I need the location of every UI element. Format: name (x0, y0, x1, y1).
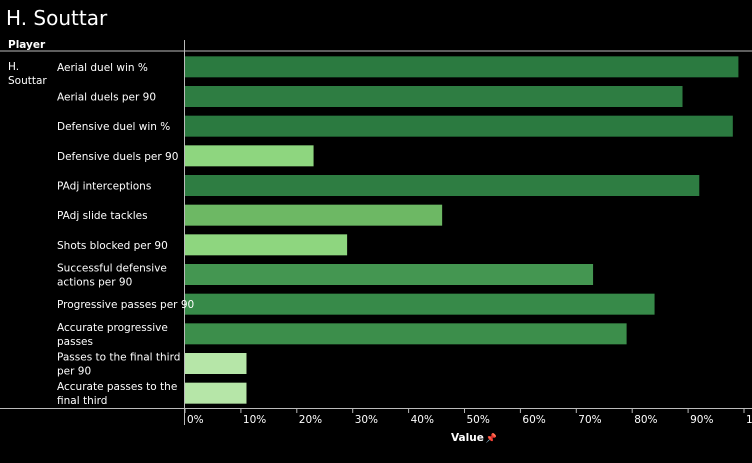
x-tick-label: 60% (522, 414, 545, 426)
x-tick-label: 80% (634, 414, 657, 426)
category-label-line: Accurate passes to the (57, 381, 177, 393)
category-label: Aerial duel win % (57, 62, 148, 74)
x-tick-label: 30% (355, 414, 378, 426)
player-name: H. Souttar (8, 61, 47, 87)
player-column-header[interactable]: Player (8, 39, 46, 51)
bar[interactable] (185, 323, 627, 345)
x-tick-label: 0% (187, 414, 204, 426)
x-axis-title-text: Value (451, 432, 484, 444)
category-label-line: passes (57, 336, 93, 348)
x-tick-label: 100% (746, 414, 752, 426)
category-label-line: Progressive passes per 90 (57, 299, 194, 311)
bar[interactable] (185, 204, 443, 226)
x-tick-label: 10% (243, 414, 266, 426)
category-label-line: Successful defensive (57, 263, 167, 275)
category-label: Accurate progressive passes (57, 322, 168, 348)
category-label-line: Passes to the final third (57, 352, 180, 364)
x-axis-title[interactable]: Value 📌 (451, 432, 497, 444)
x-tick-label: 70% (578, 414, 601, 426)
bar[interactable] (185, 264, 594, 285)
category-label: Passes to the final third per 90 (57, 352, 180, 378)
bar[interactable] (185, 86, 683, 107)
category-label: Defensive duel win % (57, 121, 170, 133)
category-label: Progressive passes per 90 (57, 299, 194, 311)
x-tick-label: 90% (690, 414, 713, 426)
category-label-line: Defensive duel win % (57, 121, 170, 133)
bar[interactable] (185, 175, 700, 196)
category-label-line: per 90 (57, 366, 91, 378)
category-label: Shots blocked per 90 (57, 240, 168, 252)
x-tick-label: 20% (299, 414, 322, 426)
category-label-line: Defensive duels per 90 (57, 151, 178, 163)
category-label: PAdj slide tackles (57, 210, 148, 222)
category-label: PAdj interceptions (57, 181, 151, 193)
bar[interactable] (185, 382, 247, 404)
category-labels-layer: Aerial duel win % Aerial duels per 90 Defe… (57, 62, 194, 407)
bar[interactable] (185, 115, 733, 137)
bar[interactable] (185, 293, 655, 315)
bar[interactable] (185, 353, 247, 374)
pin-icon[interactable]: 📌 (485, 434, 498, 444)
bars-layer (185, 56, 739, 404)
bar[interactable] (185, 145, 314, 167)
category-label: Defensive duels per 90 (57, 151, 178, 163)
category-label-line: final third (57, 395, 107, 407)
category-label-line: PAdj interceptions (57, 181, 151, 193)
chart-title: H. Souttar (6, 6, 108, 30)
bar[interactable] (185, 234, 348, 256)
x-ticks-layer: 0% 10% 20% 30% 40% 50% 60% 70% 80% 90% 100% (184, 408, 752, 426)
x-tick-label: 40% (411, 414, 434, 426)
category-label-line: Aerial duel win % (57, 62, 148, 74)
category-label: Accurate passes to the final third (57, 381, 177, 407)
category-label-line: Accurate progressive (57, 322, 168, 334)
category-label-line: PAdj slide tackles (57, 210, 148, 222)
category-label: Successful defensive actions per 90 (57, 263, 167, 289)
x-tick-label: 50% (467, 414, 490, 426)
category-label-line: Shots blocked per 90 (57, 240, 168, 252)
category-label-line: actions per 90 (57, 277, 132, 289)
category-label-line: Aerial duels per 90 (57, 92, 156, 104)
category-label: Aerial duels per 90 (57, 92, 156, 104)
bar[interactable] (185, 56, 739, 78)
